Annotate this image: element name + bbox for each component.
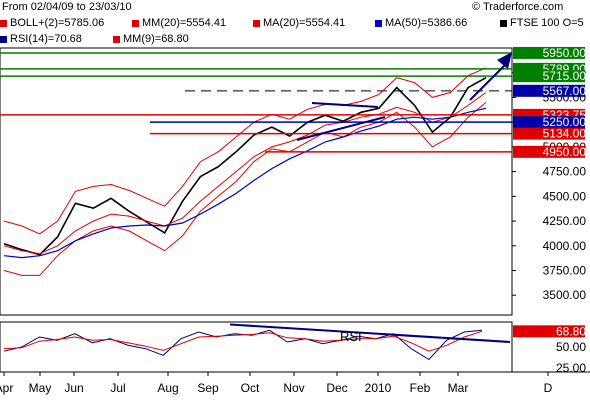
- y-tick-label: 4750.00: [543, 165, 587, 179]
- ma20-line: [3, 92, 487, 255]
- breakout-arrow-head: [497, 52, 512, 69]
- level-label: 5250.00: [543, 115, 587, 129]
- level-label: 4950.00: [543, 145, 587, 159]
- rsi-mm9-line: [3, 330, 483, 352]
- watermark: © Traderforce.com: [472, 1, 564, 13]
- legend-item-rsi: RSI(14)=70.68: [0, 33, 82, 46]
- breakout-arrow-line: [469, 64, 506, 101]
- x-tick-label: Nov: [283, 381, 304, 395]
- legend-item-boll: BOLL+(2)=5785.06: [0, 17, 104, 30]
- level-tag: [513, 70, 585, 83]
- boll-upper-line: [3, 67, 487, 235]
- x-tick-label: Dec: [326, 381, 347, 395]
- level-tag: [513, 127, 585, 140]
- x-tick-label: Mar: [448, 381, 469, 395]
- legend-item-mm9: MM(9)=68.80: [113, 33, 189, 46]
- y-tick-label: 4000.00: [543, 239, 587, 253]
- level-tag: [513, 84, 585, 97]
- x-tick-label: May: [29, 381, 52, 395]
- level-label: 5950.00: [543, 46, 587, 60]
- legend-item-ma20: MA(20)=5554.41: [253, 17, 345, 30]
- x-tick-label: Oct: [241, 381, 260, 395]
- x-tick-label: 2010: [365, 381, 392, 395]
- x-tick-label: Sep: [197, 381, 219, 395]
- price-panel-frame: [0, 47, 513, 316]
- rsi-panel-frame: [0, 321, 513, 373]
- legend-item-ftse: FTSE 100 O=5: [500, 17, 584, 30]
- x-tick-label: D: [544, 381, 553, 395]
- x-tick-label: Apr: [0, 381, 13, 395]
- y-tick-label: 4250.00: [543, 214, 587, 228]
- x-tick-label: Jul: [110, 381, 125, 395]
- rsi-trend-line: [229, 323, 511, 343]
- rsi-value-tag: [513, 325, 585, 338]
- x-tick-label: Jun: [64, 381, 83, 395]
- legend-item-ma50: MA(50)=5386.66: [375, 17, 467, 30]
- date-range: From 02/04/09 to 23/03/10: [2, 1, 132, 13]
- x-tick-label: Aug: [157, 381, 178, 395]
- rsi-label: RSI: [340, 329, 362, 344]
- y-tick-label: 3500.00: [543, 288, 587, 302]
- y-tick-label: 4500.00: [543, 189, 587, 203]
- price-series-line: [3, 76, 487, 256]
- rsi-value-label: 68.80: [556, 324, 586, 338]
- level-tag: [513, 116, 585, 129]
- boll-lower-line: [3, 102, 487, 276]
- y-tick-label: 3750.00: [543, 264, 587, 278]
- rsi-y-tick-label: 50.00: [556, 340, 586, 354]
- level-tag: [513, 145, 585, 158]
- level-tag: [513, 46, 585, 59]
- legend-item-mm20: MM(20)=5554.41: [132, 17, 226, 30]
- level-label: 5715.00: [543, 69, 587, 83]
- x-tick-label: Feb: [410, 381, 431, 395]
- support-trend-line: [296, 116, 386, 141]
- ma50-line: [3, 107, 487, 259]
- level-label: 5134.00: [543, 127, 587, 141]
- level-label: 5567.00: [543, 84, 587, 98]
- triangle-trend-line: [311, 102, 379, 108]
- rsi-y-tick-label: 25.00: [556, 361, 586, 375]
